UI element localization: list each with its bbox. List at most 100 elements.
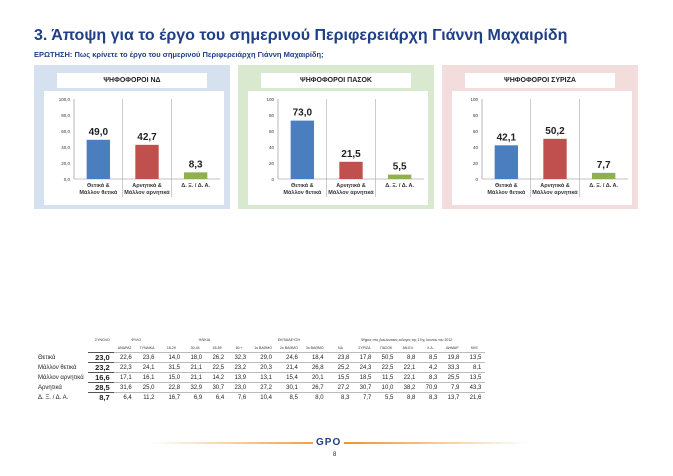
page-number: 8 <box>333 452 337 458</box>
table-cell: 15,0 <box>158 372 185 383</box>
table-cell: 22,8 <box>158 382 185 393</box>
table-cell: 7,9 <box>441 382 464 393</box>
column-header: 3ο ΒΑΘΜΟ <box>305 346 324 351</box>
table-row: Δ. Ξ. / Δ. Α. 8,7 6,4 11,2 16,7 6,9 6,4 7,6 10,4… <box>34 392 486 403</box>
column-header: ΚΚΕ <box>470 346 478 351</box>
table-cell: 22,5 <box>375 362 398 373</box>
y-tick-label: 40 <box>473 145 479 150</box>
y-tick-label: 0 <box>271 177 274 182</box>
total-header: ΣΥΝΟΛΟ <box>95 338 110 343</box>
y-tick-label: 80 <box>473 113 479 118</box>
group-header-vote: Ψήφος στις βουλευτικές εκλογές της 17ης … <box>360 338 453 343</box>
table-cell: 43,3 <box>463 382 486 393</box>
table-cell: 31,5 <box>158 362 185 373</box>
category-label: Θετικά & <box>495 183 518 189</box>
table-cell: 24,6 <box>275 352 302 363</box>
y-tick-label: 0 <box>475 177 478 182</box>
table-cell: 8,5 <box>275 392 302 403</box>
table-cell: 13,5 <box>463 372 486 383</box>
table-cell: 20,1 <box>301 372 328 383</box>
y-tick-label: 80,0 <box>61 113 70 118</box>
column-header: 18-29 <box>166 346 176 351</box>
table-cell: 8,5 <box>419 352 442 363</box>
table-cell: 16,7 <box>158 392 185 403</box>
table-cell: 17,8 <box>353 352 376 363</box>
data-label: 21,5 <box>341 149 361 160</box>
table-cell: 11,5 <box>375 372 398 383</box>
group-header-age: ΗΛΙΚΙΑ <box>198 338 211 343</box>
table-cell: 31,6 <box>113 382 136 393</box>
category-label: Μάλλον θετικά <box>487 190 525 196</box>
column-header: ΔΗΜΑΡ <box>446 346 459 351</box>
table-cell: 7,7 <box>353 392 376 403</box>
y-tick-label: 100,0 <box>59 97 71 102</box>
table-cell: 5,5 <box>375 392 398 403</box>
data-label: 50,2 <box>545 126 565 137</box>
row-total: 28,5 <box>87 382 114 393</box>
category-label: Δ. Ξ. / Δ. Α. <box>385 183 414 189</box>
table-cell: 8,3 <box>419 392 442 403</box>
table-cell: 10,0 <box>375 382 398 393</box>
table-cell: 27,2 <box>327 382 354 393</box>
row-label: Αρνητικά <box>38 384 62 391</box>
y-tick-label: 100 <box>266 97 274 102</box>
table-cell: 26,8 <box>301 362 328 373</box>
chart-pasok: 0 20 40 60 80 100 73,0 Θετικά &Μάλλον θετικά 21,… <box>266 97 424 197</box>
table-row: Αρνητικά 28,5 31,6 25,0 22,8 32,9 30,7 23,0 27,2… <box>34 382 486 393</box>
category-label: Μάλλον αρνητικά <box>328 190 374 196</box>
table-cell: 8,8 <box>397 392 420 403</box>
row-label: Μάλλον αρνητικά <box>38 374 84 381</box>
row-label: Θετικά <box>38 354 56 361</box>
column-header: ΣΥΡΙΖΑ <box>358 346 371 351</box>
table-cell: 6,9 <box>184 392 207 403</box>
table-cell: 14,2 <box>206 372 229 383</box>
table-cell: 24,3 <box>353 362 376 373</box>
table-cell: 29,0 <box>250 352 276 363</box>
table-cell: 22,1 <box>397 362 420 373</box>
table-cell: 16,1 <box>135 372 159 383</box>
bar <box>339 161 363 179</box>
table-colheader-row: ΑΝΔΡΑΣ ΓΥΝΑΙΚΑ 18-29 30-44 45-59 60 + 1ο ΒΑΘΜΟ… <box>34 344 485 352</box>
table-cell: 15,4 <box>275 372 302 383</box>
group-header-gender: ΦΥΛΟ <box>131 338 141 343</box>
column-header: ΝΔ <box>338 346 343 351</box>
column-header: Χ.Α. <box>427 346 434 351</box>
table-cell: 4,2 <box>419 362 442 373</box>
table-cell: 18,0 <box>184 352 207 363</box>
y-tick-label: 40,0 <box>61 145 70 150</box>
category-label: Δ. Ξ. / Δ. Α. <box>589 183 618 189</box>
y-tick-label: 20 <box>269 161 275 166</box>
table-row: Μάλλον θετικά 23,2 22,3 24,1 31,5 21,1 22,5 23,… <box>34 362 486 373</box>
table-cell: 11,2 <box>135 392 159 403</box>
table-cell: 19,8 <box>441 352 464 363</box>
chart-title-nd: ΨΗΦΟΦΟΡΟΙ ΝΔ <box>57 73 207 88</box>
bar <box>543 138 567 179</box>
y-tick-label: 40 <box>269 145 275 150</box>
page-title: 3. Άποψη για το έργο του σημερινού Περιφ… <box>34 27 568 44</box>
table-cell: 23,8 <box>327 352 354 363</box>
table-cell: 13,9 <box>228 372 251 383</box>
data-label: 73,0 <box>293 108 313 119</box>
table-cell: 32,9 <box>184 382 207 393</box>
category-label: Μάλλον θετικά <box>283 190 321 196</box>
category-label: Δ. Ξ. / Δ. Α. <box>181 183 210 189</box>
table-row: Θετικά 23,0 22,6 23,6 14,0 18,0 26,2 32,3 29,0 24… <box>34 352 486 363</box>
category-label: Μάλλον αρνητικά <box>124 190 170 196</box>
y-tick-label: 60,0 <box>61 129 70 134</box>
table-cell: 8,3 <box>327 392 354 403</box>
table-cell: 22,3 <box>113 362 136 373</box>
table-cell: 18,4 <box>301 352 328 363</box>
chart-panel-syriza: ΨΗΦΟΦΟΡΟΙ ΣΥΡΙΖΑ 0 20 40 60 80 100 42,1 Θετικά … <box>442 65 638 209</box>
table-cell: 23,2 <box>228 362 251 373</box>
table-cell: 7,6 <box>228 392 251 403</box>
bar <box>387 174 412 179</box>
data-label: 49,0 <box>89 127 109 138</box>
category-label: Αρνητικά & <box>132 183 162 189</box>
category-label: Μάλλον θετικά <box>79 190 117 196</box>
table-cell: 23,0 <box>228 382 251 393</box>
y-tick-label: 0,0 <box>64 177 71 182</box>
table-cell: 27,2 <box>250 382 276 393</box>
table-cell: 26,2 <box>206 352 229 363</box>
column-header: 30-44 <box>190 346 200 351</box>
